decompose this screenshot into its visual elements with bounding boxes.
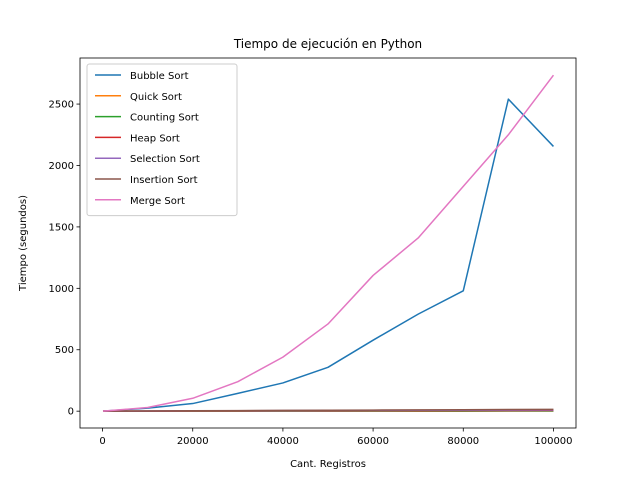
series-line-bubble-sort: [102, 98, 554, 412]
x-tick-label: 60000: [357, 436, 389, 447]
x-tick-label: 20000: [177, 436, 209, 447]
legend-label: Counting Sort: [130, 113, 199, 124]
x-tick-label: 0: [99, 436, 105, 447]
y-axis: 0 500 1000 1500 2000 2500: [49, 100, 80, 418]
series-line-insertion-sort: [102, 408, 554, 412]
x-axis: 0 20000 40000 60000 80000 100000: [99, 428, 573, 447]
legend-label: Quick Sort: [130, 92, 182, 103]
y-axis-label: Tiempo (segundos): [18, 195, 29, 292]
legend: Bubble Sort Quick Sort Counting Sort Heap S…: [86, 63, 238, 217]
y-tick-label: 500: [55, 345, 74, 356]
x-axis-label: Cant. Registros: [290, 459, 366, 470]
x-tick-label: 100000: [534, 436, 572, 447]
y-tick-label: 1000: [49, 284, 74, 295]
legend-label: Bubble Sort: [130, 71, 189, 82]
series-layer: [102, 74, 555, 412]
chart-title: Tiempo de ejecución en Python: [233, 37, 422, 51]
x-tick-label: 80000: [447, 436, 479, 447]
legend-label: Selection Sort: [130, 154, 200, 165]
y-tick-label: 2500: [49, 100, 74, 111]
series-line-merge-sort: [102, 74, 555, 412]
legend-label: Merge Sort: [130, 196, 185, 207]
legend-label: Insertion Sort: [130, 175, 198, 186]
y-tick-label: 1500: [49, 222, 74, 233]
legend-label: Heap Sort: [130, 133, 180, 144]
legend-box: [86, 63, 238, 217]
x-tick-label: 40000: [267, 436, 299, 447]
y-tick-label: 2000: [49, 161, 74, 172]
y-tick-label: 0: [68, 407, 74, 418]
plot-frame: [79, 57, 577, 429]
